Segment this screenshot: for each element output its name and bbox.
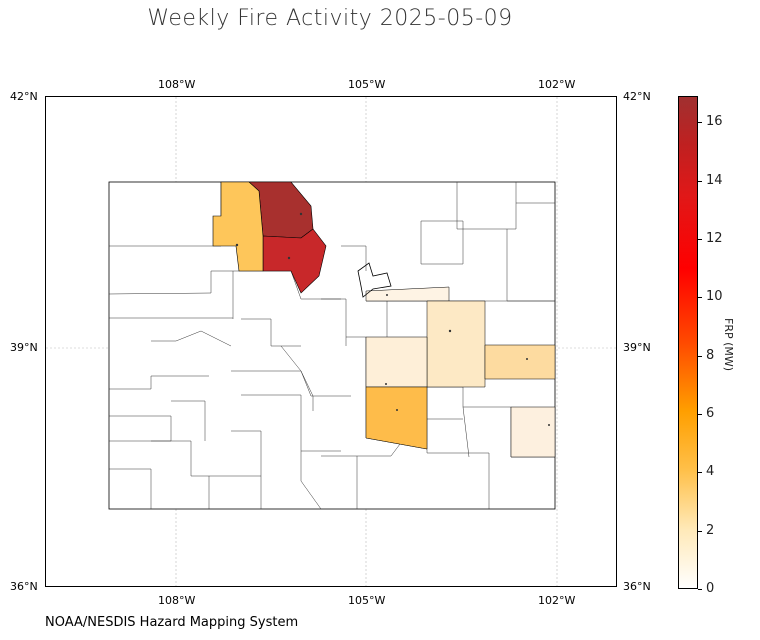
lat-label-left-36: 36°N [10, 580, 38, 593]
colorbar-tick-mark [698, 180, 702, 182]
colorado-county-map [46, 97, 616, 586]
colorbar-tick-mark [698, 238, 702, 240]
county-el-paso [365, 336, 428, 388]
lon-label-bottom-102: 102°W [538, 594, 576, 607]
colorbar [678, 96, 698, 589]
colorbar-tick-mark [698, 413, 702, 415]
lon-label-bottom-105: 105°W [348, 594, 386, 607]
source-credit: NOAA/NESDIS Hazard Mapping System [45, 615, 299, 630]
colorbar-tick-label: 8 [706, 347, 715, 363]
lat-label-left-39: 39°N [10, 341, 38, 354]
colorbar-tick-label: 2 [706, 522, 715, 538]
colorbar-tick-mark [698, 530, 702, 532]
colorbar-tick-label: 14 [706, 172, 723, 188]
lon-label-top-102: 102°W [538, 78, 576, 91]
colorbar-tick-mark [698, 589, 702, 590]
colorbar-tick-mark [698, 122, 702, 124]
county-elbert [426, 300, 486, 388]
county-routt [212, 181, 264, 272]
lat-label-right-36: 36°N [623, 580, 651, 593]
colorbar-tick-mark [698, 472, 702, 474]
lat-label-right-39: 39°N [623, 341, 651, 354]
chart-title: Weekly Fire Activity 2025-05-09 [147, 6, 513, 31]
map-panel[interactable] [45, 96, 617, 587]
colorbar-label: FRP (MW) [722, 318, 735, 372]
lon-label-bottom-108: 108°W [158, 594, 196, 607]
lon-label-top-105: 105°W [348, 78, 386, 91]
county-lines [108, 182, 555, 510]
colorbar-tick-label: 16 [706, 114, 723, 130]
denver-metro-detail [357, 262, 392, 298]
colorbar-tick-label: 12 [706, 230, 723, 246]
county-prowers [510, 406, 556, 458]
county-larimer-south [262, 228, 327, 294]
colorbar-tick-label: 6 [706, 405, 715, 421]
colorbar-tick-label: 4 [706, 464, 715, 480]
lat-label-right-42: 42°N [623, 90, 651, 103]
lon-label-top-108: 108°W [158, 78, 196, 91]
fire-detections [235, 212, 550, 426]
county-kit-carson [484, 344, 556, 380]
colorbar-tick-label: 0 [706, 581, 715, 596]
county-pueblo [365, 386, 428, 450]
lat-label-left-42: 42°N [10, 90, 38, 103]
colorbar-tick-label: 10 [706, 289, 723, 305]
colorbar-tick-mark [698, 297, 702, 299]
colorbar-tick-mark [698, 355, 702, 357]
